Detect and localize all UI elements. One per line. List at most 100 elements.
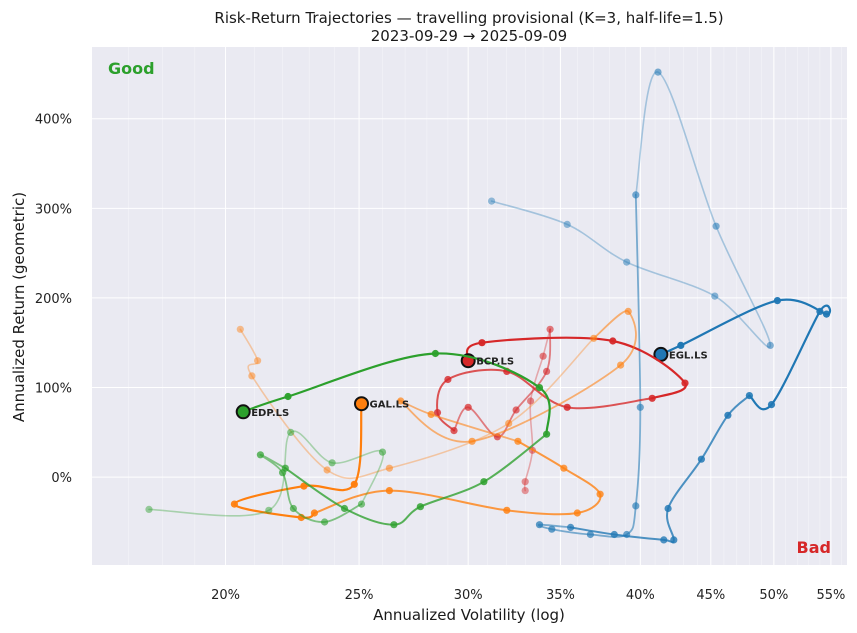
trajectory-point bbox=[563, 220, 571, 228]
chart-title: Risk-Return Trajectories — travelling pr… bbox=[214, 9, 723, 27]
trajectory-point bbox=[724, 411, 732, 419]
trajectory-point bbox=[617, 361, 625, 369]
trajectory-point bbox=[596, 490, 604, 498]
series-egl-ls bbox=[488, 68, 832, 544]
trajectory-point bbox=[548, 525, 556, 533]
trajectory-point bbox=[535, 521, 544, 529]
y-axis-label: Annualized Return (geometric) bbox=[10, 192, 28, 422]
ticker-labels: EGL.LS BCP.LS GAL.LS EDP.LS bbox=[251, 350, 707, 418]
trajectory-point bbox=[535, 384, 544, 392]
trajectory-point bbox=[357, 500, 366, 508]
trajectory-point bbox=[385, 487, 393, 495]
x-tick-label: 55% bbox=[816, 588, 845, 603]
trajectory-point bbox=[378, 448, 387, 456]
trajectory-point bbox=[248, 372, 256, 380]
trajectory-point bbox=[745, 392, 754, 400]
trajectory-point bbox=[321, 518, 329, 526]
trajectory-point bbox=[300, 482, 308, 490]
trajectory-point bbox=[310, 509, 318, 517]
trajectory-point bbox=[450, 427, 458, 435]
series-layer bbox=[145, 68, 832, 544]
trajectory-point bbox=[636, 403, 644, 411]
trajectory-point bbox=[670, 536, 678, 544]
trajectory-point bbox=[464, 403, 472, 411]
trajectory-point bbox=[623, 258, 631, 266]
trajectory-point bbox=[590, 334, 598, 342]
trajectory-point bbox=[256, 451, 264, 459]
ticker-label-gal-ls: GAL.LS bbox=[370, 400, 410, 411]
trajectory-point bbox=[514, 437, 522, 445]
trajectory-point bbox=[539, 352, 547, 360]
y-tick-label: 400% bbox=[35, 113, 72, 128]
trajectory-point bbox=[281, 464, 289, 472]
trajectory-point bbox=[145, 505, 153, 513]
trajectory-point bbox=[543, 430, 551, 438]
trajectory-segment bbox=[239, 328, 595, 479]
trajectory-point bbox=[328, 459, 336, 467]
tick-labels: 20% 25% 30% 35% 40% 45% 50% 55% 0% 100% 200% 300% 40… bbox=[35, 113, 846, 603]
trajectory-point bbox=[433, 409, 442, 417]
trajectory-point bbox=[563, 403, 571, 411]
trajectory-point bbox=[427, 410, 435, 418]
x-tick-label: 25% bbox=[345, 588, 374, 603]
trajectory-point bbox=[289, 504, 297, 513]
ticker-label-egl-ls: EGL.LS bbox=[669, 350, 708, 361]
trajectory-point bbox=[610, 530, 618, 539]
trajectory-point bbox=[546, 325, 554, 333]
trajectory-point bbox=[287, 428, 295, 436]
trajectory-point bbox=[265, 506, 273, 514]
trajectory-point bbox=[397, 397, 405, 405]
trajectory-point bbox=[444, 375, 452, 384]
trajectory-point bbox=[385, 464, 393, 472]
trajectory-point bbox=[512, 406, 520, 414]
trajectory-point bbox=[586, 530, 595, 539]
trajectory-point bbox=[416, 503, 424, 511]
trajectory-point bbox=[543, 367, 551, 375]
x-tick-label: 35% bbox=[546, 588, 575, 603]
trajectory-point bbox=[478, 339, 486, 347]
trajectory-point bbox=[664, 504, 672, 513]
y-tick-label: 200% bbox=[35, 292, 72, 307]
trajectory-point bbox=[632, 502, 640, 510]
trajectory-point bbox=[480, 478, 488, 486]
x-tick-label: 20% bbox=[211, 588, 240, 603]
trajectory-point bbox=[822, 310, 831, 318]
x-axis-label: Annualized Volatility (log) bbox=[373, 606, 565, 624]
trajectory-point bbox=[560, 464, 568, 472]
trajectory-point bbox=[236, 325, 244, 333]
current-point-edp-ls bbox=[235, 404, 251, 420]
trajectory-point bbox=[677, 341, 685, 349]
trajectory-point bbox=[505, 419, 513, 427]
x-tick-label: 45% bbox=[696, 588, 725, 603]
trajectory-point bbox=[431, 349, 439, 358]
trajectory-point bbox=[350, 480, 358, 488]
trajectory-point bbox=[527, 397, 535, 405]
trajectory-point bbox=[816, 307, 824, 315]
x-tick-label: 40% bbox=[626, 588, 655, 603]
trajectory-point bbox=[323, 466, 331, 474]
trajectory-point bbox=[623, 530, 631, 539]
y-tick-label: 100% bbox=[35, 382, 72, 397]
trajectory-point bbox=[284, 392, 292, 401]
trajectory-point bbox=[488, 197, 496, 205]
trajectory-point bbox=[521, 478, 529, 486]
ticker-label-edp-ls: EDP.LS bbox=[251, 408, 289, 419]
trajectory-point bbox=[766, 341, 774, 349]
trajectory-point bbox=[632, 191, 640, 199]
trajectory-point bbox=[697, 455, 706, 463]
ticker-label-bcp-ls: BCP.LS bbox=[476, 357, 514, 368]
trajectory-point bbox=[254, 357, 262, 365]
trajectory-point bbox=[573, 509, 581, 517]
y-tick-label: 0% bbox=[51, 471, 72, 486]
trajectory-point bbox=[503, 506, 511, 514]
plot-background bbox=[92, 47, 847, 565]
trajectory-point bbox=[711, 292, 719, 300]
good-corner-label: Good bbox=[108, 59, 155, 78]
chart-subtitle: 2023-09-29 → 2025-09-09 bbox=[371, 27, 567, 45]
trajectory-point bbox=[648, 394, 656, 402]
trajectory-segment bbox=[284, 433, 548, 526]
trajectory-point bbox=[660, 536, 668, 544]
trajectory-point bbox=[681, 379, 689, 387]
x-tick-label: 30% bbox=[454, 588, 483, 603]
